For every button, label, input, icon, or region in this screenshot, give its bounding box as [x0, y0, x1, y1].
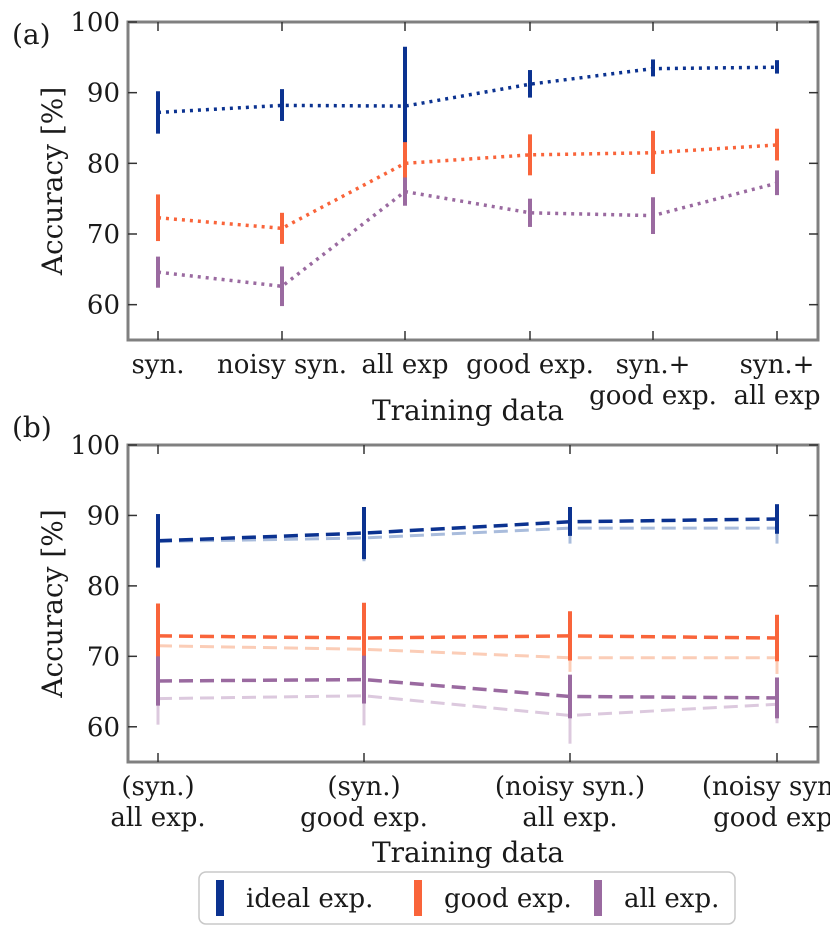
x-tick-label: (noisy syn.)good exp. — [702, 772, 830, 833]
series-line-good_faint — [158, 646, 777, 658]
y-tick-label: 90 — [87, 501, 120, 531]
x-tick-label-line: (noisy syn.) — [495, 772, 645, 802]
panel-label: (b) — [12, 411, 52, 444]
y-tick-label: 100 — [70, 431, 120, 461]
legend-label-good: good exp. — [444, 884, 572, 914]
x-tick-label-line: good exp. — [713, 803, 830, 833]
legend-swatch-ideal — [216, 880, 224, 916]
series-good — [158, 603, 777, 673]
x-tick-label-line: syn. — [131, 350, 184, 380]
x-tick-label-line: syn.+ — [616, 350, 691, 380]
y-tick-label: 100 — [70, 8, 120, 38]
x-tick-label-line: (syn.) — [121, 772, 194, 802]
series-all — [158, 170, 777, 306]
legend-swatch-all — [594, 880, 602, 916]
series-all_faint — [158, 679, 777, 744]
series-line-ideal_faint — [158, 528, 777, 541]
x-tick-label-line: all exp. — [110, 803, 205, 833]
x-tick-label: (noisy syn.)all exp. — [495, 772, 645, 833]
y-tick-label: 80 — [87, 149, 120, 179]
x-tick-label: syn.+all exp — [733, 350, 820, 411]
x-tick-label-line: all exp — [361, 350, 448, 380]
plot-frame — [128, 445, 818, 762]
series-line-all — [158, 680, 777, 698]
legend-label-ideal: ideal exp. — [246, 884, 373, 914]
x-tick-label: good exp. — [466, 350, 594, 380]
series-line-ideal — [158, 67, 777, 112]
legend-label-all: all exp. — [624, 884, 719, 914]
series-line-good — [158, 636, 777, 638]
series-ideal — [158, 47, 777, 146]
series-line-all — [158, 183, 777, 286]
panel-label: (a) — [12, 18, 51, 51]
series-ideal_faint — [158, 515, 777, 564]
x-tick-label: all exp — [361, 350, 448, 380]
x-axis-label: Training data — [372, 394, 564, 427]
x-tick-label-line: noisy syn. — [217, 350, 347, 380]
plot-frame — [128, 22, 818, 340]
y-tick-label: 60 — [87, 291, 120, 321]
x-tick-label-line: good exp. — [466, 350, 594, 380]
x-tick-label: (syn.)good exp. — [300, 772, 428, 833]
x-tick-label: noisy syn. — [217, 350, 347, 380]
x-tick-label-line: (noisy syn.) — [702, 772, 830, 802]
legend-swatch-good — [414, 880, 422, 916]
x-tick-label-line: all exp — [733, 381, 820, 411]
series-good — [158, 129, 777, 244]
x-tick-label: syn.+good exp. — [589, 350, 717, 411]
y-tick-label: 60 — [87, 713, 120, 743]
y-axis-label: Accuracy [%] — [36, 509, 69, 699]
x-tick-label-line: good exp. — [589, 381, 717, 411]
panel-a: (a) 60 70 80 90 100 syn. noisy syn. all exp good … — [12, 8, 821, 427]
x-tick-label-line: good exp. — [300, 803, 428, 833]
x-tick-label-line: syn.+ — [740, 350, 815, 380]
series-line-ideal — [158, 519, 777, 541]
x-axis-label: Training data — [372, 836, 564, 869]
y-axis-label: Accuracy [%] — [36, 87, 69, 277]
x-tick-label-line: (syn.) — [327, 772, 400, 802]
series-ideal — [158, 504, 777, 567]
x-tick-label: (syn.)all exp. — [110, 772, 205, 833]
series-line-good — [158, 145, 777, 228]
x-tick-label: syn. — [131, 350, 184, 380]
y-tick-label: 70 — [87, 220, 120, 250]
y-tick-label: 70 — [87, 642, 120, 672]
legend: ideal exp. good exp. all exp. — [199, 872, 735, 924]
y-tick-label: 90 — [87, 79, 120, 109]
y-tick-label: 80 — [87, 572, 120, 602]
x-tick-label-line: all exp. — [522, 803, 617, 833]
